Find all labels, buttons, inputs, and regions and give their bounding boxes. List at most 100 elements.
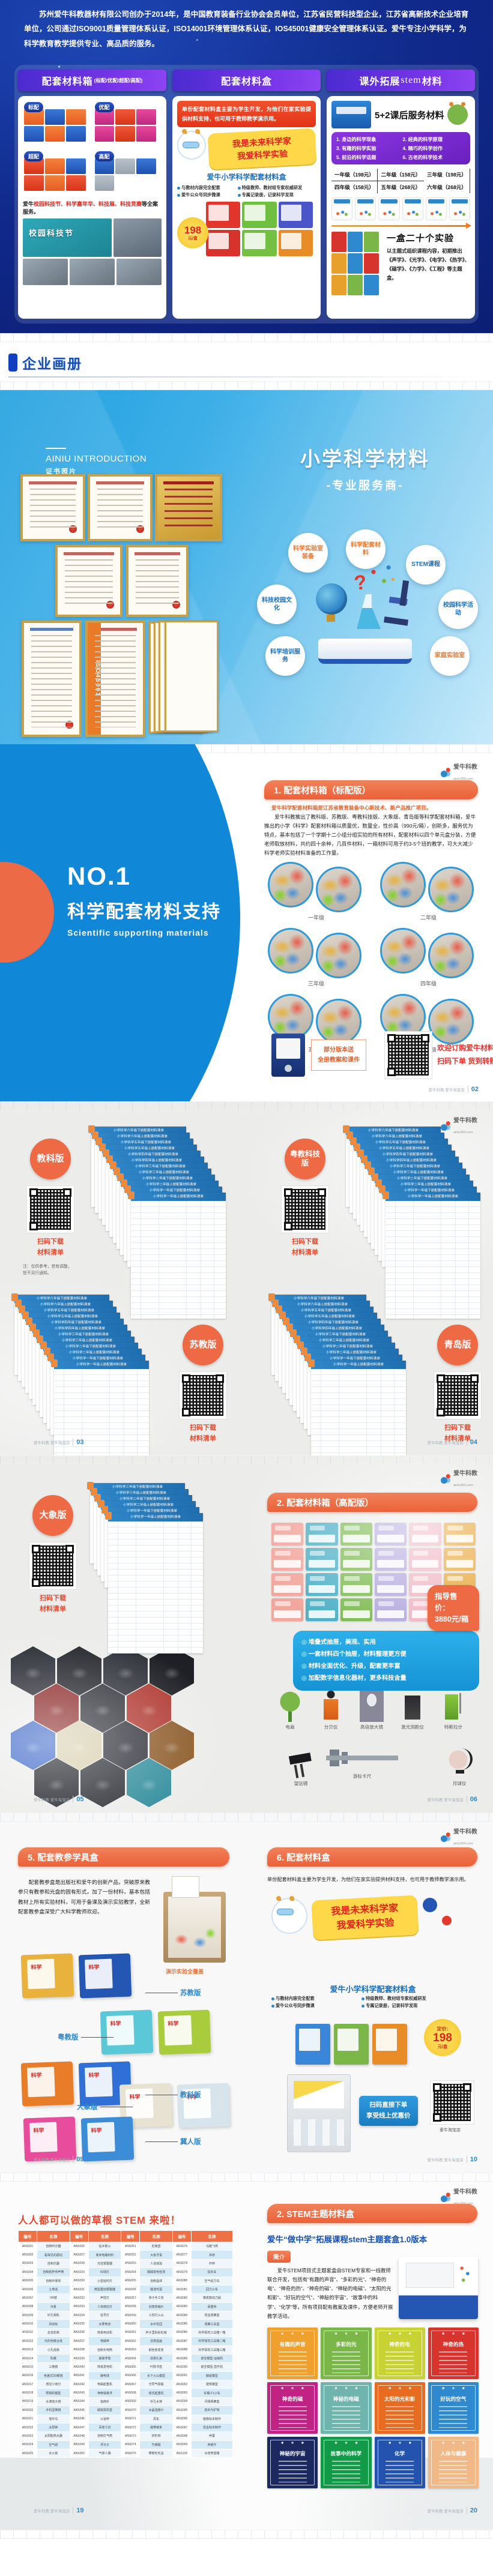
science-illustration: ? <box>315 563 416 664</box>
table-row: ANS002 看得见的振动 ANS027 简单电路材料 ANS052 大象牙膏 ANS… <box>17 2250 234 2260</box>
instrument-icon <box>441 1691 465 1722</box>
certificate <box>55 545 122 617</box>
item-name: 公道杯 <box>88 2414 122 2424</box>
taobao-qr-code[interactable] <box>430 2080 474 2125</box>
section-label-band: 企业画册 <box>0 333 493 390</box>
drawer-box <box>271 1523 304 1545</box>
badge-super: 超配 <box>24 151 44 161</box>
page-number: 19 <box>73 2507 84 2514</box>
card-logo-row <box>374 2332 425 2335</box>
order-qr-code[interactable] <box>384 1031 432 1079</box>
item-code: ANS005 <box>17 2276 38 2286</box>
item-name: 小苏打火山 <box>139 2310 173 2320</box>
page-footer: 爱牛科教 爱牛淘宝店 09 <box>34 2156 84 2163</box>
standard-box-paragraph: 爱牛科教推出了教科版、苏教版、粤教科技版、大象版、青岛版等科学配套材料箱，爱牛推… <box>264 814 476 856</box>
kit-bullet-text: 专属记录册，记录科学发现 <box>366 2003 418 2008</box>
col1-header: 配套材料箱 (标配/优配/超配/高配) <box>18 70 166 91</box>
item-code: ANS052 <box>121 2250 141 2260</box>
page-footer: 爱牛科教 爱牛淘宝店 20 <box>427 2507 477 2514</box>
item-code: ANS080 <box>172 2276 192 2286</box>
item-name: 回力小车 <box>190 2284 234 2295</box>
section6-header: 6. 配套材料盒 <box>267 1847 477 1867</box>
price-badge: 指导售价： 3880元/箱 <box>428 1585 479 1631</box>
mascot-row: 我是未来科学家 我爱科学实验 <box>177 128 317 170</box>
sheet-table <box>131 1201 226 1319</box>
stem-box-photo <box>399 2257 478 2319</box>
table-row: ANS025 水火箭 ANS050 气球人偶 ANS075 攀爬毛毛虫 ANS100 水… <box>17 2448 234 2458</box>
order-button[interactable]: 扫码直接下单 享受线上优惠价 <box>359 2096 418 2126</box>
download-qr-code[interactable] <box>26 1185 74 1233</box>
item-name: 水下火山模型 <box>139 2371 173 2381</box>
theme-spine <box>331 275 346 295</box>
page-number: 05 <box>73 1796 84 1803</box>
page-footer: 爱牛科教 爱牛淘宝店 19 <box>34 2507 84 2514</box>
banner-col-material-kit: 配套材料盒 单份配套材料盒主要为学生开发，为他们在家实验提供材料支持，也可用于教… <box>172 70 321 319</box>
item-name: 简易电动机 <box>88 2328 122 2338</box>
item-name: 自制乐器 <box>37 2259 70 2269</box>
boxes-yuejiao <box>100 2009 211 2055</box>
download-qr-code[interactable] <box>29 1542 77 1590</box>
item-name: 拱形桥 <box>139 2431 173 2441</box>
table-row: ANS018 照相机模型 ANS043 神奇磁悬浮 ANS068 塔式起重机 ANS0… <box>17 2388 234 2398</box>
item-code: ANS060 <box>121 2319 141 2329</box>
teacher-box <box>23 2116 77 2162</box>
download-qr-code[interactable] <box>281 1185 329 1233</box>
version-jiaoke: 教科版 扫码下载 材料清单 注：仅供参考，若有调整， 恕不另行通知。 <box>23 1139 78 1277</box>
version-badge-jiaoke: 教科版 <box>30 1139 71 1179</box>
promo-highlight: 爱牛科学配套材料箱是江苏省教育装备中心新技术、新产品推广项目。 <box>271 805 432 811</box>
dot-decoration <box>442 1916 452 1925</box>
download-qr-code[interactable] <box>179 1371 227 1419</box>
item-code: ANS087 <box>172 2337 192 2346</box>
grade-price: 六年级（268元） <box>424 181 470 193</box>
drawer-box <box>340 1573 372 1596</box>
material-list-sheet: 小学科学一年级上册配套材料清单 <box>383 1191 480 1319</box>
item-name: 水晶湿度计 <box>139 2406 173 2415</box>
page-footer: 爱牛科教 爱牛淘宝店 10 <box>427 2156 477 2163</box>
item-name: 磁悬浮笔 <box>88 2353 122 2364</box>
kit-thumbnails <box>331 197 471 220</box>
photo-event-2 <box>113 218 162 257</box>
order-text: 欢迎订购爱牛材料箱 扫码下单 货到转账 <box>437 1042 493 1068</box>
theme-card-lines <box>439 2352 468 2373</box>
section-title: 企业画册 <box>22 356 82 372</box>
item-name: 看得见的振动 <box>37 2250 70 2260</box>
item-code: ANS037 <box>69 2337 89 2346</box>
instrument-label: 望远镜 <box>294 1781 308 1786</box>
boxes-daxiang <box>119 2083 231 2128</box>
col2-card: 单份配套材料盒主要为学生开发，为他们在家实验提供材料支持，也可用于教师教学演示用… <box>172 96 321 319</box>
item-name: 针孔相机 <box>37 2310 70 2320</box>
theme-card-lines <box>331 2406 360 2428</box>
teacher-kit-paragraph: 配套教参盒是出版社和爱牛的创新产品，突破原来教参只有教参和光盘的固有形式，加了一… <box>18 1877 155 1916</box>
service-bubble-label: STEM课程 <box>411 561 440 568</box>
logo-site: ainiu360.com <box>453 1484 473 1487</box>
table-row: ANS009 针孔相机 ANS034 信号灯 ANS059 小苏打火山 ANS084 昆… <box>17 2310 234 2320</box>
table-row: ANS012 光的色散合成 ANS037 电磁秤 ANS062 创意盐画 ANS087… <box>17 2337 234 2346</box>
download-qr-code[interactable] <box>434 1371 482 1419</box>
item-code: ANS094 <box>172 2397 192 2407</box>
item-name: 自制听诊器 <box>37 2241 70 2251</box>
qr-caption: 扫码下载 材料清单 <box>25 1593 80 1615</box>
theme-spine <box>364 253 379 274</box>
qr-caption-line1: 扫码下载 <box>37 1238 64 1245</box>
theme-card-lines <box>439 2461 468 2482</box>
theme-card: 神奇的磁 <box>267 2382 318 2434</box>
eyebrow-cn: 证书照片 <box>46 468 77 475</box>
kit-thumb <box>449 197 471 220</box>
theme-slogan: 一盒二十个实验 <box>386 233 455 244</box>
table-row: ANS014 陀螺 ANS039 磁悬浮笔 ANS064 创意扎染 ANS089 航空模… <box>17 2353 234 2364</box>
item-code: ANS065 <box>121 2362 141 2372</box>
page-number: 10 <box>466 2156 477 2163</box>
item-code: ANS011 <box>17 2328 38 2338</box>
item-name: 太阳钟 <box>37 2422 70 2433</box>
logo-site: ainiu360.com <box>453 1842 473 1846</box>
grade-photo <box>268 862 313 907</box>
grade-price: 二年级（158元） <box>378 169 424 181</box>
theme-card: 人体与健康 <box>428 2437 479 2488</box>
sheet-table <box>54 1369 149 1455</box>
theme-card: 太阳的光和影 <box>374 2382 425 2434</box>
section5-header: 5. 配套教参学具盒 <box>18 1847 229 1867</box>
stem-kit-title: 爱牛“做中学”拓展课程stem主题套盒1.0版本 <box>267 2235 428 2244</box>
afterschool-item: 2. 经典的科学原理 <box>402 137 443 142</box>
service-bubble: 科学配套材料 <box>346 529 386 569</box>
table-row: ANS021 笼中鸟 ANS046 公道杯 ANS071 风车 ANS096 植物标本制… <box>17 2414 234 2424</box>
